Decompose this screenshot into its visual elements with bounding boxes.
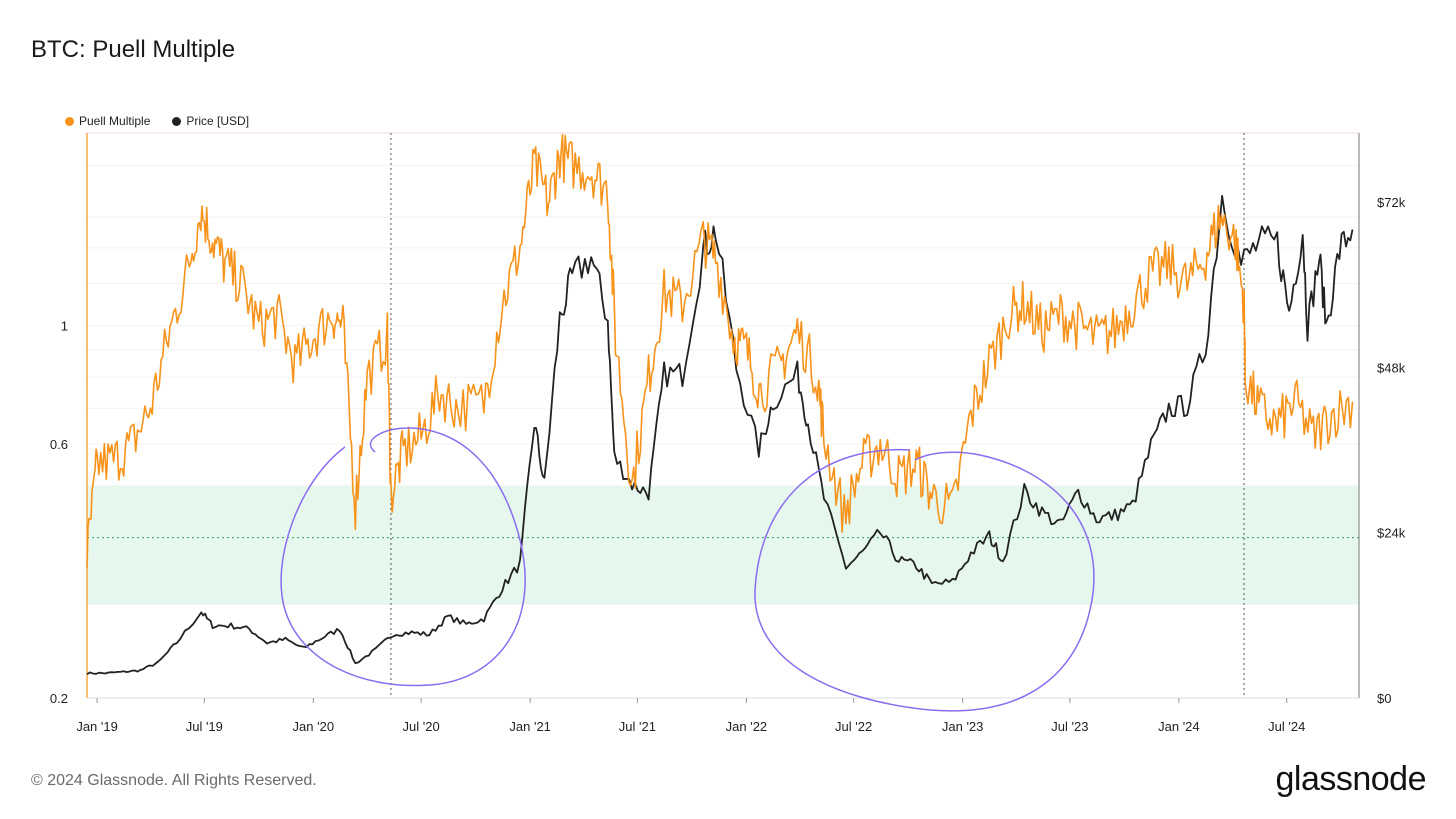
y-left-tick-label: 0.6 [50,437,68,452]
y-left-tick-label: 0.2 [50,691,68,706]
y-right-tick-label: $48k [1377,360,1406,375]
x-tick-label: Jan '20 [293,719,335,734]
x-tick-label: Jan '22 [726,719,768,734]
copyright-text: © 2024 Glassnode. All Rights Reserved. [31,772,317,789]
y-right-tick-label: $72k [1377,195,1406,210]
x-tick-label: Jan '23 [942,719,984,734]
x-tick-label: Jan '24 [1158,719,1200,734]
annotation-circle-2020 [280,427,526,687]
legend-label-puell: Puell Multiple [79,114,151,128]
chart-legend: Puell Multiple Price [USD] [65,114,249,128]
plot-area [86,132,1360,699]
puell-series-line [86,133,1354,569]
y-left-tick-label: 1 [61,319,68,334]
chart-title: BTC: Puell Multiple [31,36,236,63]
y-right-tick-label: $0 [1377,691,1391,706]
legend-label-price: Price [USD] [186,114,250,128]
x-tick-label: Jul '19 [186,719,223,734]
buy-zone-band [87,486,1359,605]
glassnode-logo: glassnode [1275,760,1426,798]
x-tick-label: Jul '20 [403,719,440,734]
x-tick-label: Jul '22 [835,719,872,734]
y-right-tick-label: $24k [1377,526,1406,541]
legend-swatch-puell [65,116,74,126]
legend-swatch-price [172,116,182,126]
x-tick-label: Jul '21 [619,719,656,734]
x-tick-label: Jan '19 [76,719,118,734]
x-tick-label: Jul '24 [1268,719,1305,734]
x-tick-label: Jan '21 [509,719,551,734]
legend-item-price[interactable]: Price [USD] [172,114,249,128]
annotation-circle-2022 [754,448,1095,712]
x-tick-label: Jul '23 [1051,719,1088,734]
legend-item-puell[interactable]: Puell Multiple [65,114,150,128]
